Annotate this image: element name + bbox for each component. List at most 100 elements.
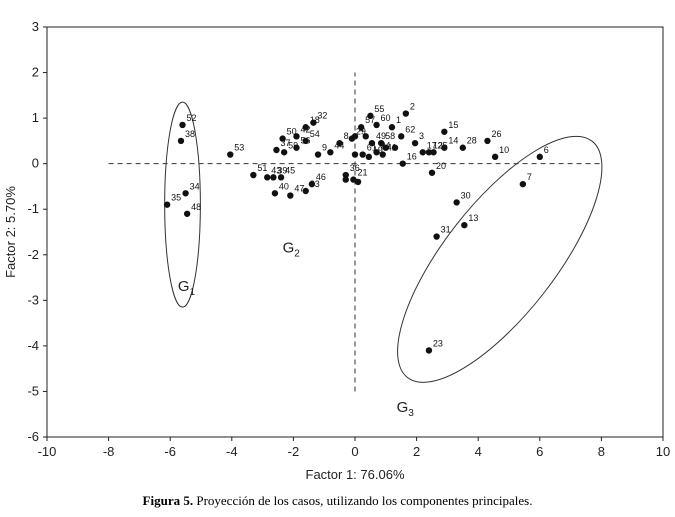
data-point bbox=[308, 180, 316, 188]
point-label: 10 bbox=[499, 145, 509, 155]
point-label: 12 bbox=[433, 140, 443, 150]
data-point bbox=[484, 137, 491, 145]
point-label: 38 bbox=[185, 129, 195, 139]
point-label: 36 bbox=[350, 163, 360, 173]
data-point bbox=[310, 119, 317, 126]
point-label: 48 bbox=[191, 202, 201, 212]
y-tick-label: 0 bbox=[32, 156, 39, 171]
x-tick-label: 6 bbox=[536, 444, 543, 459]
y-tick-labels: 3 2 1 0 -1 -2 -3 -4 -5 -6 bbox=[27, 19, 39, 444]
data-point bbox=[342, 171, 349, 179]
point-label: 54 bbox=[310, 129, 320, 139]
point-label: 59 bbox=[288, 140, 298, 150]
group-label-2: G2 bbox=[283, 240, 301, 260]
point-label: 23 bbox=[433, 338, 443, 348]
point-label: 34 bbox=[190, 181, 200, 191]
point-label: 1 bbox=[396, 115, 401, 125]
data-points: 5238343548535143394540474633503742545956… bbox=[163, 102, 549, 354]
point-label: 55 bbox=[374, 104, 384, 114]
data-point bbox=[491, 153, 499, 161]
figure-caption: Figura 5. Proyección de los casos, utili… bbox=[0, 493, 675, 509]
data-point bbox=[163, 201, 171, 208]
point-label: 26 bbox=[491, 129, 501, 139]
data-point bbox=[461, 221, 468, 229]
data-point bbox=[177, 137, 185, 145]
point-label: 16 bbox=[407, 152, 417, 162]
point-label: 7 bbox=[527, 172, 532, 182]
point-label: 20 bbox=[436, 161, 446, 171]
point-label: 49 bbox=[376, 131, 386, 141]
point-label: 61 bbox=[367, 143, 377, 153]
y-tick-label: -3 bbox=[27, 292, 39, 307]
y-tick-label: -4 bbox=[27, 338, 39, 353]
data-point bbox=[314, 151, 322, 158]
y-tick-label: -6 bbox=[27, 429, 39, 444]
y-tick-label: 1 bbox=[32, 110, 39, 125]
data-point bbox=[179, 121, 186, 129]
point-label: 6 bbox=[544, 145, 549, 155]
data-point bbox=[441, 128, 448, 135]
point-label: 31 bbox=[441, 225, 451, 235]
y-tick-label: -2 bbox=[27, 247, 39, 262]
point-label: 8 bbox=[344, 131, 349, 141]
point-label: 53 bbox=[234, 143, 244, 153]
x-tick-label: 4 bbox=[475, 444, 482, 459]
point-label: 41 bbox=[387, 143, 397, 153]
data-point bbox=[373, 149, 380, 156]
data-point bbox=[453, 199, 460, 206]
data-point bbox=[399, 160, 406, 167]
data-point bbox=[287, 192, 294, 199]
data-point bbox=[351, 151, 359, 158]
point-label: 29 bbox=[356, 127, 366, 137]
x-axis-label: Factor 1: 76.06% bbox=[306, 467, 405, 482]
point-label: 15 bbox=[448, 120, 458, 130]
point-label: 46 bbox=[316, 172, 326, 182]
caption-prefix: Figura 5. bbox=[142, 493, 194, 508]
data-point bbox=[357, 124, 365, 131]
plot-border bbox=[46, 26, 664, 438]
data-point bbox=[277, 174, 285, 181]
data-point bbox=[433, 233, 440, 240]
data-point bbox=[398, 133, 405, 140]
x-tick-label: -4 bbox=[226, 444, 238, 459]
data-point bbox=[183, 210, 191, 217]
x-tick-label: -6 bbox=[164, 444, 176, 459]
y-tick-label: 3 bbox=[32, 19, 39, 34]
data-point bbox=[273, 146, 280, 154]
data-point bbox=[419, 149, 426, 156]
point-label: 50 bbox=[287, 127, 297, 137]
group-label-3: G3 bbox=[397, 399, 415, 419]
point-label: 43 bbox=[271, 165, 281, 175]
data-point bbox=[391, 144, 399, 151]
data-point bbox=[519, 180, 527, 188]
plot-frame bbox=[43, 26, 664, 441]
point-label: 17 bbox=[427, 140, 437, 150]
x-tick-label: 10 bbox=[656, 444, 670, 459]
point-label: 57 bbox=[365, 115, 375, 125]
data-point bbox=[351, 133, 359, 140]
data-point bbox=[441, 144, 448, 151]
group-label-subscript: 3 bbox=[408, 408, 414, 419]
point-label: 58 bbox=[385, 131, 395, 141]
group-label-1: G1 bbox=[178, 278, 196, 298]
data-point bbox=[359, 151, 366, 158]
x-tick-label: 8 bbox=[598, 444, 605, 459]
data-point bbox=[280, 149, 288, 156]
y-tick-label: -5 bbox=[27, 383, 39, 398]
data-point bbox=[227, 151, 234, 158]
point-label: 37 bbox=[280, 138, 290, 148]
data-point bbox=[425, 347, 433, 354]
data-point bbox=[368, 139, 376, 147]
data-point bbox=[430, 149, 437, 156]
data-point bbox=[536, 153, 543, 161]
data-point bbox=[367, 112, 374, 120]
data-point bbox=[425, 149, 433, 156]
point-label: 60 bbox=[381, 113, 391, 123]
point-label: 56 bbox=[300, 136, 310, 146]
data-point bbox=[302, 137, 309, 145]
x-tick-labels: -10 -8 -6 -4 -2 0 2 4 6 8 10 bbox=[38, 444, 671, 459]
data-point bbox=[270, 174, 277, 181]
data-point bbox=[293, 133, 300, 140]
point-label: 51 bbox=[257, 163, 267, 173]
